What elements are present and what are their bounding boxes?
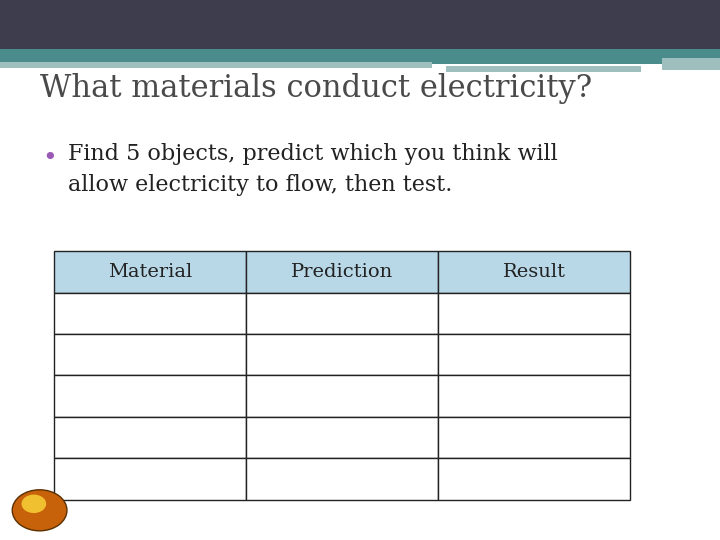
Bar [0,62,432,68]
Bar [0,0,720,50]
Bar [54,293,246,334]
Bar [438,251,630,293]
Text: Find 5 objects, predict which you think will
allow electricity to flow, then tes: Find 5 objects, predict which you think … [68,143,558,195]
Circle shape [12,490,67,531]
Bar [446,66,641,72]
Circle shape [22,495,46,513]
Bar [246,375,438,417]
Text: Prediction: Prediction [291,263,393,281]
Bar [438,417,630,458]
Text: Material: Material [108,263,192,281]
Text: What materials conduct electricity?: What materials conduct electricity? [40,73,592,104]
Bar [54,458,246,500]
Bar [246,251,438,293]
Bar [438,293,630,334]
Bar [246,458,438,500]
Bar [246,293,438,334]
Bar [0,49,720,64]
Bar [54,375,246,417]
Bar [246,334,438,375]
Bar [438,334,630,375]
Bar [54,251,246,293]
Bar [246,417,438,458]
Bar [438,458,630,500]
Text: •: • [42,146,56,170]
Bar [54,334,246,375]
Bar [662,58,720,70]
Bar [54,417,246,458]
Text: Result: Result [503,263,565,281]
Bar [438,375,630,417]
